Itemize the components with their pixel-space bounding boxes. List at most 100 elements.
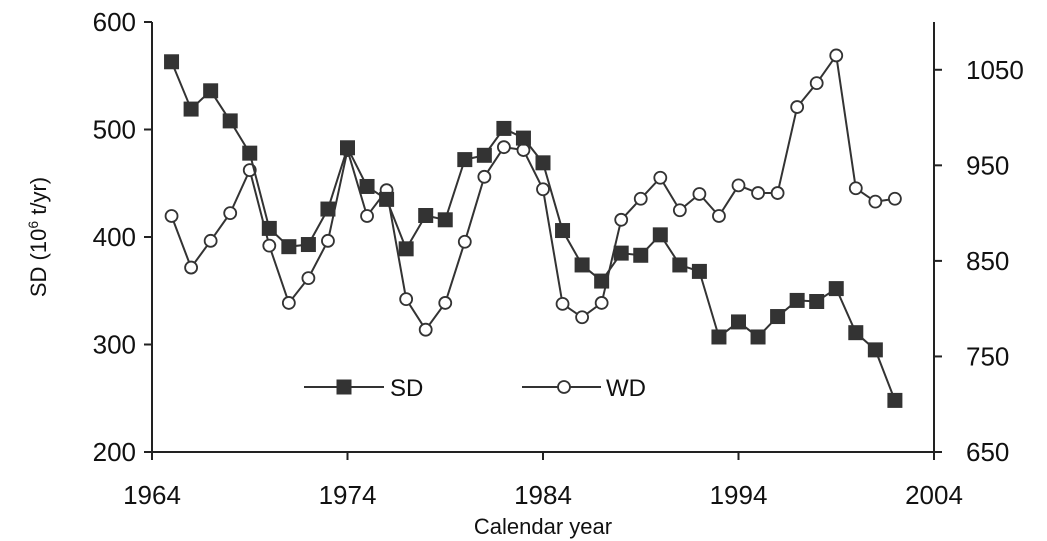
wd-data-point: [516, 143, 531, 157]
x-ticks: 1964 1974 1984 1994 2004: [123, 452, 963, 510]
series-sd: [164, 54, 903, 408]
sd-data-point: [770, 309, 786, 325]
sd-data-point: [691, 263, 707, 279]
wd-data-point: [712, 209, 726, 223]
y-right-ticks: 650 750 850 950 1050: [934, 55, 1024, 467]
sd-data-point: [398, 241, 414, 257]
y-right-tick-label: 950: [966, 150, 1009, 180]
sd-data-point: [594, 273, 610, 289]
x-tick-label: 2004: [905, 480, 963, 510]
y-left-tick-label: 600: [93, 7, 136, 37]
y-left-tick-label: 300: [93, 330, 136, 360]
y-right-tick-label: 1050: [966, 55, 1024, 85]
sd-data-point: [300, 237, 316, 253]
wd-data-point: [614, 212, 629, 227]
wd-data-point: [809, 76, 824, 91]
sd-data-point: [750, 329, 766, 345]
sd-data-point: [183, 101, 199, 117]
sd-data-point: [242, 145, 258, 161]
sd-data-point: [164, 54, 180, 70]
wd-data-point: [438, 296, 453, 310]
legend-wd-marker: [557, 380, 571, 394]
wd-data-point: [868, 194, 883, 209]
sd-data-point: [672, 257, 688, 273]
legend-wd-label: WD: [606, 375, 646, 402]
wd-data-point: [418, 322, 433, 337]
sd-data-point: [340, 140, 355, 156]
wd-data-point: [496, 140, 511, 155]
y-left-tick-label: 500: [93, 115, 136, 145]
x-tick-label: 1974: [319, 480, 377, 510]
sd-data-point: [555, 223, 571, 239]
sd-data-point: [613, 245, 629, 261]
x-axis-title: Calendar year: [474, 514, 612, 539]
sd-series-line: [170, 61, 896, 401]
legend: SD WD: [304, 375, 646, 402]
wd-data-point: [203, 233, 218, 248]
sd-data-point: [535, 155, 551, 171]
y-axis-title-left: SD (106 t/yr): [25, 177, 51, 297]
wd-data-point: [477, 169, 492, 184]
sd-data-point: [437, 212, 453, 228]
wd-data-point: [555, 296, 570, 311]
sd-data-point: [515, 130, 531, 146]
sd-data-point: [633, 247, 649, 263]
y-right-tick-label: 750: [966, 341, 1009, 371]
sd-data-point: [261, 220, 277, 236]
y-left-tick-label: 200: [93, 437, 136, 467]
sd-data-point: [320, 201, 336, 217]
wd-data-point: [184, 260, 199, 275]
sd-data-point: [652, 227, 668, 243]
wd-data-point: [164, 209, 179, 223]
sd-data-point: [574, 257, 590, 273]
wd-data-point: [575, 310, 589, 325]
wd-data-point: [457, 234, 472, 249]
sd-data-point: [731, 314, 746, 330]
wd-data-point: [829, 48, 844, 63]
sd-data-point: [203, 83, 219, 99]
wd-series-line: [170, 52, 896, 332]
wd-data-point: [281, 296, 296, 310]
wd-data-point: [692, 187, 707, 201]
series-wd: [164, 48, 902, 337]
sd-data-point: [379, 191, 395, 207]
wd-data-point: [731, 178, 746, 193]
y-right-tick-label: 650: [966, 437, 1009, 467]
sd-data-point: [418, 208, 434, 223]
x-tick-label: 1994: [710, 480, 768, 510]
y-left-ticks: 200 300 400 500 600: [93, 7, 152, 467]
sd-data-point: [789, 292, 805, 308]
sd-data-point: [496, 120, 512, 136]
y-right-tick-label: 850: [966, 246, 1009, 276]
x-tick-label: 1984: [514, 480, 572, 510]
wd-data-point: [770, 186, 785, 200]
wd-data-point: [888, 191, 902, 206]
sd-data-point: [809, 294, 825, 309]
sd-data-point: [359, 178, 375, 194]
sd-data-point: [711, 329, 727, 345]
wd-data-point: [848, 181, 863, 196]
sd-data-point: [828, 281, 844, 297]
x-tick-label: 1964: [123, 480, 181, 510]
wd-data-point: [633, 191, 648, 206]
wd-data-point: [223, 206, 238, 221]
sd-data-point: [281, 239, 297, 255]
legend-sd-label: SD: [390, 375, 423, 402]
sd-data-point: [457, 152, 473, 168]
sd-data-point: [867, 342, 883, 358]
wd-data-point: [399, 292, 414, 307]
sd-data-point: [476, 147, 492, 163]
wd-data-point: [672, 203, 687, 218]
sd-data-point: [848, 325, 864, 341]
wd-data-point: [262, 238, 277, 253]
legend-sd-marker: [336, 379, 352, 395]
wd-data-point: [790, 100, 805, 114]
y-left-tick-label: 400: [93, 222, 136, 252]
sd-data-point: [887, 392, 903, 408]
wd-data-point: [751, 186, 765, 200]
wd-data-point: [301, 271, 316, 285]
wd-data-point: [321, 233, 335, 248]
wd-data-point: [536, 182, 550, 197]
wd-data-point: [594, 296, 609, 310]
